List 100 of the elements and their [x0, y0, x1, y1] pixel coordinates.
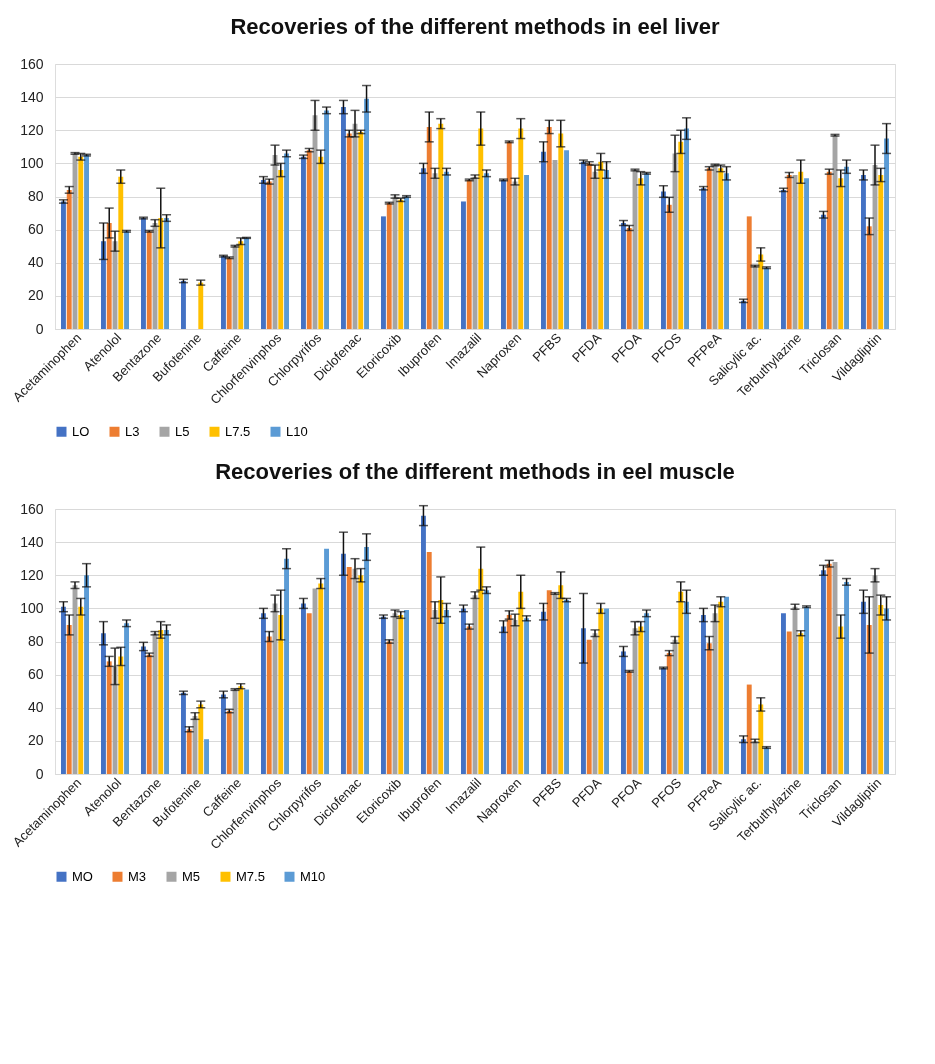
bar [478, 568, 484, 774]
bar [838, 178, 844, 329]
bar [398, 199, 404, 329]
bar [564, 150, 569, 329]
bar [124, 231, 129, 329]
bar [781, 613, 786, 774]
bar [746, 216, 752, 329]
bar [764, 267, 769, 329]
bar [278, 170, 284, 329]
bar [518, 128, 524, 329]
bar [266, 636, 272, 774]
bar [644, 173, 649, 329]
bar [804, 606, 809, 774]
legend-label: M7.5 [236, 868, 265, 884]
bar [118, 656, 124, 774]
bar [838, 626, 844, 774]
bar [324, 548, 329, 774]
bar [706, 643, 712, 774]
bar [804, 178, 809, 329]
bar [386, 203, 392, 329]
bar [546, 590, 552, 774]
bar [604, 608, 609, 774]
y-tick-label: 20 [27, 732, 44, 749]
bar [878, 174, 884, 329]
y-tick-label: 40 [27, 699, 44, 716]
bar [518, 591, 524, 774]
bar [724, 596, 729, 774]
y-tick-label: 60 [27, 221, 44, 238]
bar [506, 615, 512, 774]
legend-label: M3 [128, 868, 147, 884]
y-tick-label: 80 [27, 188, 44, 204]
bar [678, 591, 684, 774]
bar [358, 131, 364, 329]
y-tick-label: 140 [20, 533, 44, 550]
bar [666, 204, 672, 329]
bar [598, 608, 604, 774]
y-tick-label: 140 [20, 88, 44, 105]
bar [204, 739, 209, 774]
bar [706, 168, 712, 329]
legend-label: MO [72, 868, 93, 884]
legend-label: LO [72, 423, 90, 439]
bar [66, 624, 72, 774]
bar [244, 689, 249, 774]
y-tick-label: 0 [35, 320, 44, 337]
bar [866, 226, 872, 329]
bar [84, 155, 89, 329]
chart-title: Recoveries of the different methods in eel liver [230, 14, 720, 39]
legend-label: L5 [175, 423, 190, 439]
bar [466, 179, 472, 329]
bar [226, 711, 232, 774]
bar [381, 216, 386, 329]
bar [558, 585, 564, 774]
bar [146, 231, 152, 329]
bar [598, 161, 604, 329]
bar [718, 601, 724, 774]
legend-label: M10 [300, 868, 326, 884]
bar [358, 575, 364, 774]
bar [106, 661, 112, 774]
bar [626, 671, 632, 774]
bar [866, 624, 872, 774]
bar [244, 237, 249, 329]
bar [306, 613, 312, 774]
bar [878, 605, 884, 774]
y-tick-label: 100 [20, 599, 44, 616]
y-tick-label: 80 [27, 633, 44, 649]
y-tick-label: 60 [27, 666, 44, 683]
bar [506, 141, 512, 329]
y-tick-label: 160 [20, 500, 44, 517]
bar [546, 126, 552, 329]
bar [438, 600, 444, 774]
bar [221, 256, 226, 329]
bar [678, 141, 684, 329]
bar [278, 615, 284, 774]
bar [461, 201, 466, 329]
y-tick-label: 120 [20, 566, 44, 583]
bar [661, 668, 666, 774]
bar [118, 176, 124, 329]
bar [426, 126, 432, 329]
bar [226, 257, 232, 329]
bar [346, 566, 352, 774]
bar [146, 654, 152, 774]
bar [78, 606, 84, 774]
bar [141, 218, 146, 329]
y-tick-label: 0 [35, 765, 44, 782]
bar [61, 201, 66, 329]
legend-label: L10 [286, 423, 308, 439]
bar [798, 171, 804, 329]
bar [501, 179, 506, 329]
bar [524, 174, 529, 329]
bar [318, 583, 324, 774]
legend-label: L7.5 [225, 423, 251, 439]
bar [758, 254, 764, 329]
bar [786, 631, 792, 774]
bar [158, 629, 164, 774]
bar [746, 684, 752, 774]
bar [426, 552, 432, 774]
bar [318, 156, 324, 329]
y-tick-label: 120 [20, 121, 44, 138]
y-tick-label: 160 [20, 55, 44, 72]
bar [764, 747, 769, 774]
